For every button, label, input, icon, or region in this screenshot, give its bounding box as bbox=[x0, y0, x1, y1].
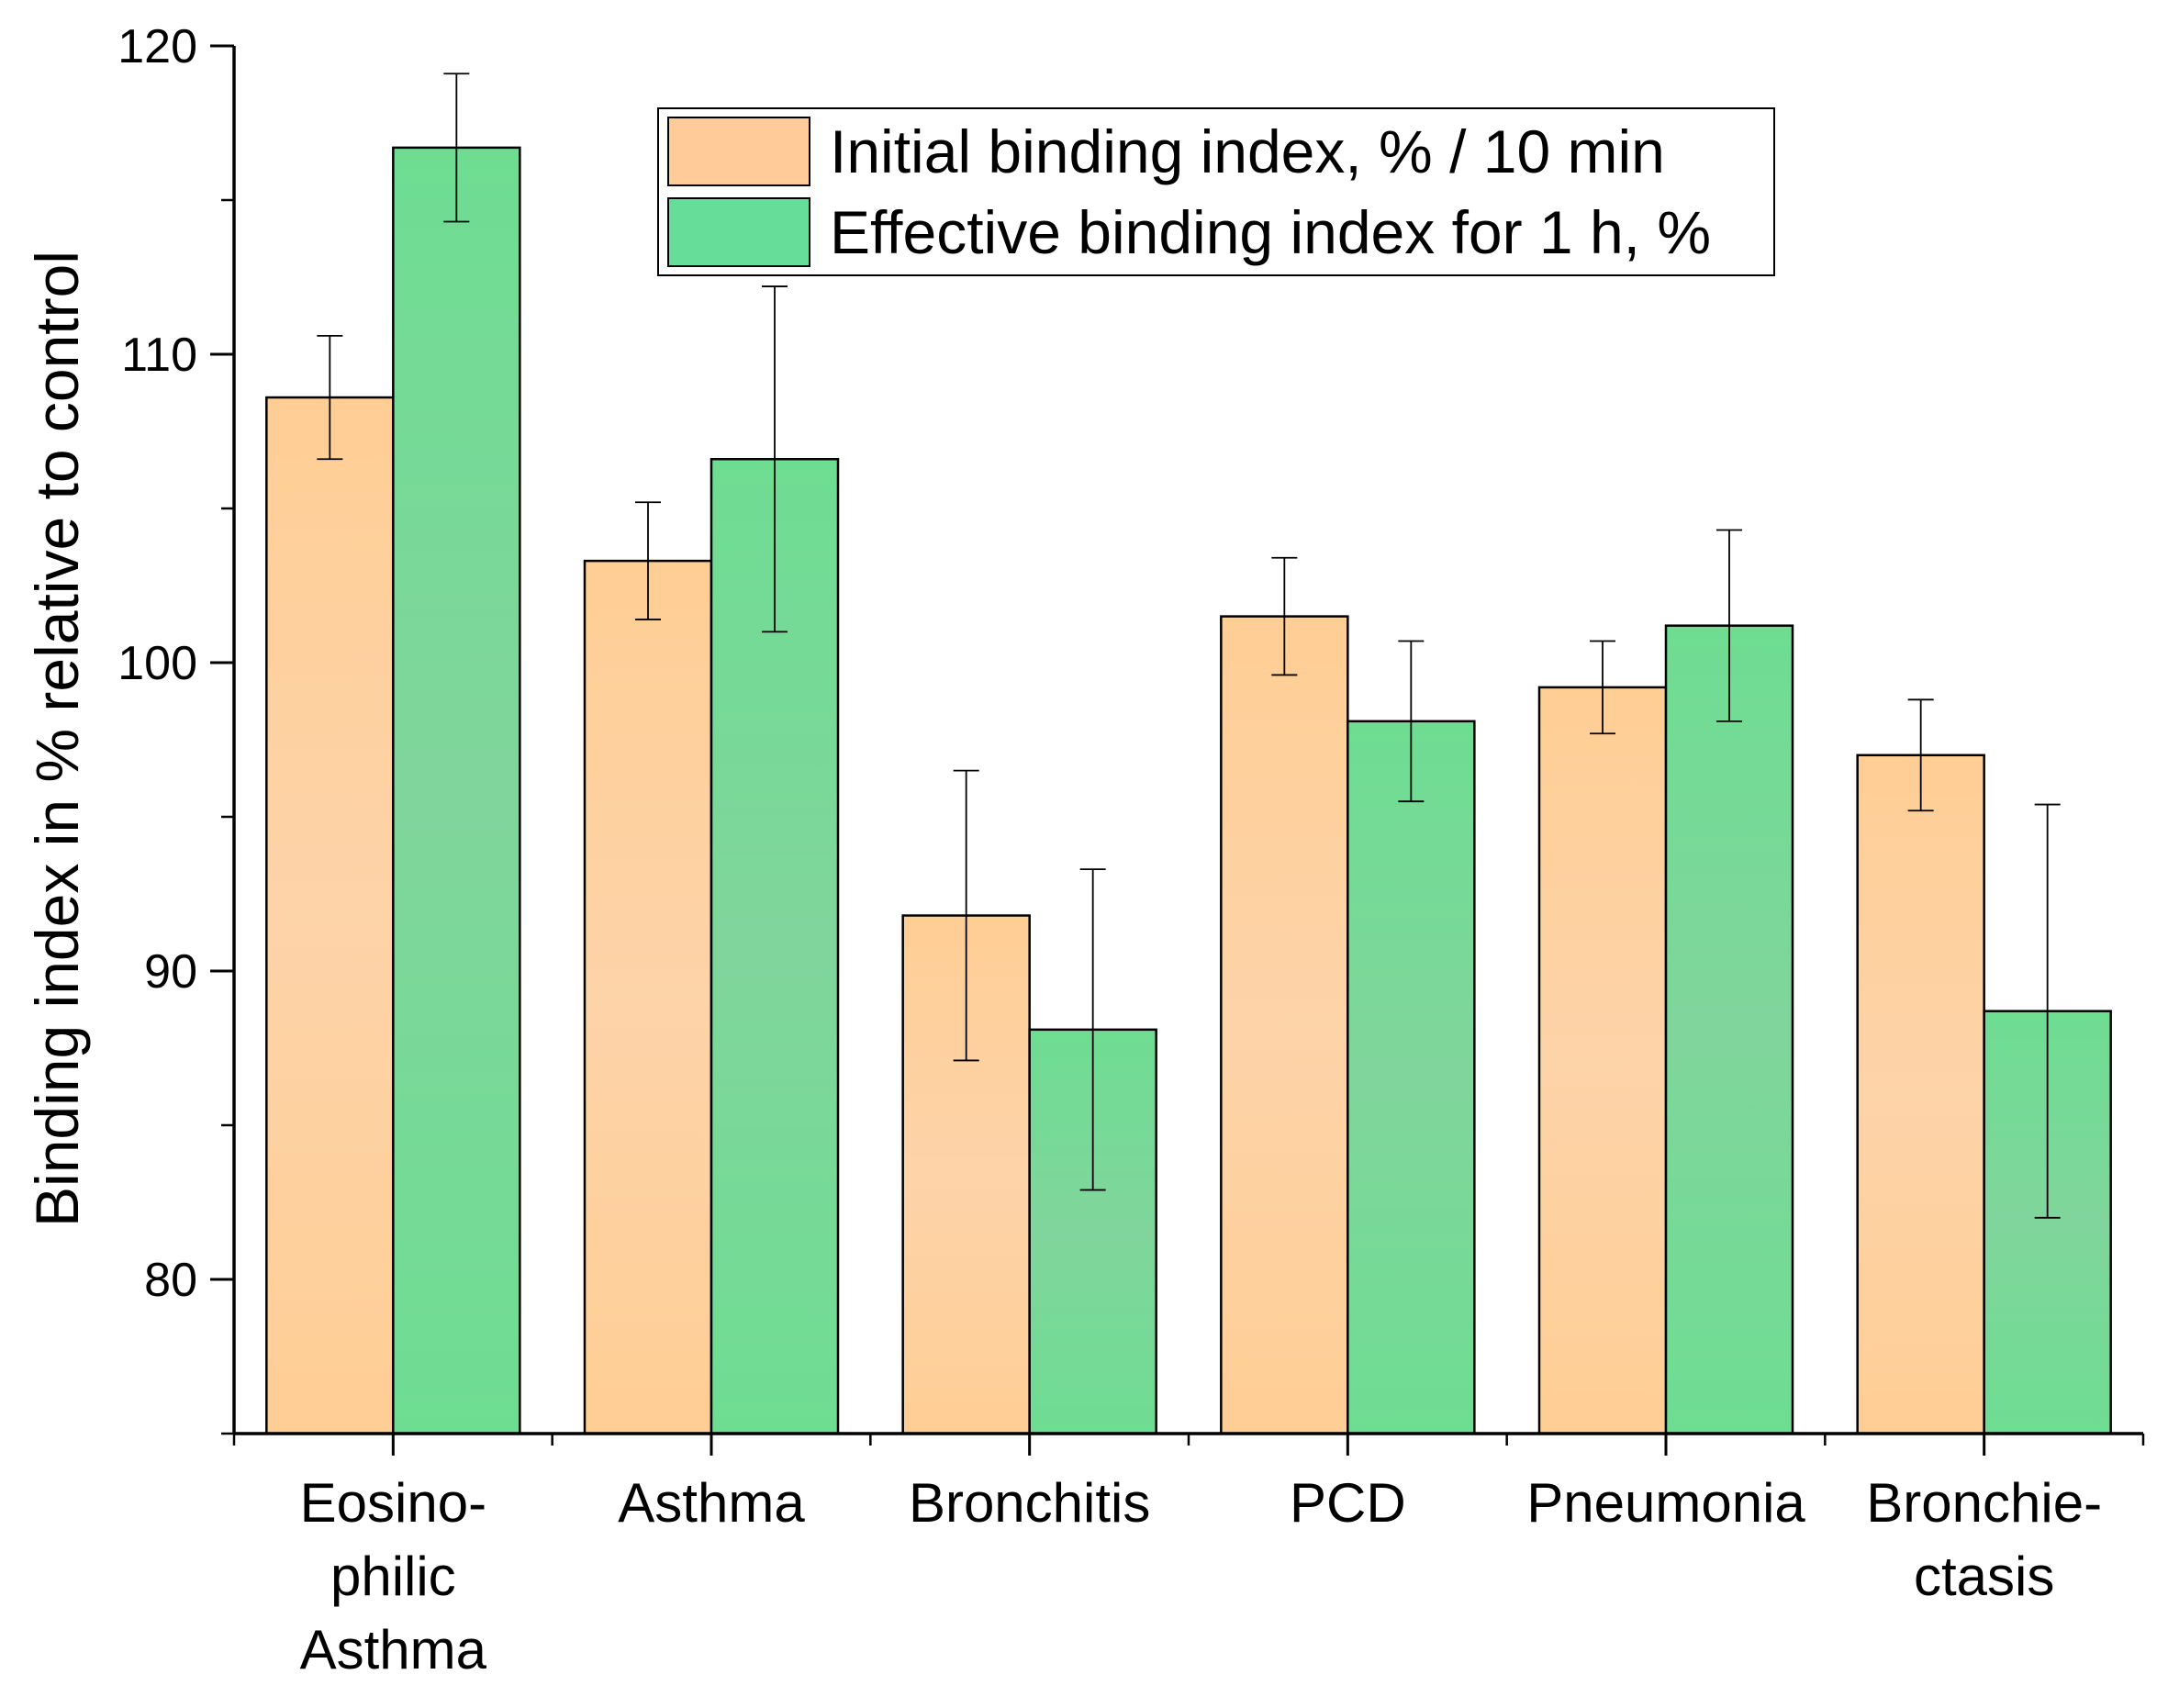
x-category-label-0-line-0: Eosino- bbox=[300, 1472, 486, 1534]
x-category-label-0-line-1: philic bbox=[330, 1546, 456, 1607]
bar-s0-c5 bbox=[1856, 754, 1985, 1435]
error-bar-s0-c1 bbox=[635, 501, 661, 620]
labels-layer: 80 90 100 110 120 Eosino-philic Asthma Asthma Br… bbox=[23, 20, 2102, 1680]
x-category-label-1-line-0: Asthma bbox=[618, 1472, 805, 1534]
error-bar-s1-c4 bbox=[1716, 529, 1742, 722]
bar-s0-c1 bbox=[583, 559, 713, 1435]
error-bar-s1-c3 bbox=[1398, 640, 1425, 803]
error-bar-s1-c1 bbox=[762, 285, 788, 633]
x-category-label-2-line-0: Bronchitis bbox=[909, 1472, 1150, 1534]
x-category-label-4-line-0: Pneumonia bbox=[1526, 1472, 1805, 1534]
error-bar-s1-c5 bbox=[2034, 803, 2061, 1219]
error-bar-s1-c0 bbox=[443, 73, 470, 223]
legend-label-0: Initial binding index, % / 10 min bbox=[830, 117, 1665, 185]
y-tick-label-100: 100 bbox=[117, 637, 197, 690]
legend-box bbox=[657, 107, 1775, 276]
error-bar-s0-c3 bbox=[1271, 556, 1298, 676]
x-category-label-5-line-0: Bronchie- bbox=[1866, 1472, 2102, 1534]
error-bar-s1-c2 bbox=[1079, 868, 1106, 1191]
bar-s0-c3 bbox=[1220, 615, 1349, 1435]
bar-s1-c3 bbox=[1347, 720, 1476, 1435]
y-tick-label-110: 110 bbox=[121, 329, 197, 382]
y-tick-label-120: 120 bbox=[117, 20, 197, 73]
axes-layer bbox=[210, 44, 2145, 1456]
error-bar-s0-c4 bbox=[1590, 640, 1615, 735]
bars-layer bbox=[265, 146, 2112, 1435]
error-bars-layer bbox=[317, 73, 2061, 1219]
x-category-label-3-line-0: PCD bbox=[1290, 1472, 1406, 1534]
y-axis-title: Binding index in % relative to control bbox=[23, 251, 91, 1227]
bar-s0-c4 bbox=[1537, 686, 1668, 1435]
bar-s0-c0 bbox=[265, 396, 395, 1435]
legend-swatch-1 bbox=[667, 197, 810, 267]
bar-s1-c4 bbox=[1664, 624, 1794, 1435]
bar-s1-c0 bbox=[392, 146, 521, 1435]
y-tick-label-80: 80 bbox=[144, 1254, 197, 1307]
y-tick-label-90: 90 bbox=[144, 945, 197, 999]
x-category-label-5-line-1: ctasis bbox=[1914, 1546, 2054, 1607]
x-category-label-0-line-2: Asthma bbox=[300, 1619, 487, 1680]
error-bar-s0-c5 bbox=[1907, 698, 1934, 812]
error-bar-s0-c2 bbox=[953, 769, 979, 1062]
error-bar-s0-c0 bbox=[317, 334, 343, 461]
legend: Initial binding index, % / 10 min Effecti… bbox=[657, 107, 1775, 276]
legend-label-1: Effective binding index for 1 h, % bbox=[830, 198, 1711, 266]
legend-swatch-0 bbox=[667, 117, 810, 186]
